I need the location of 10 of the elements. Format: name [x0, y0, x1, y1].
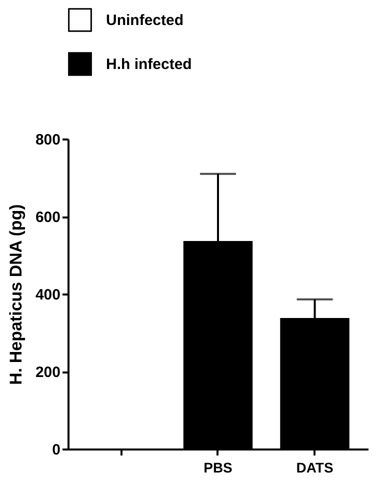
y-tick-label: 200 — [35, 364, 60, 381]
y-tick-label: 800 — [35, 132, 60, 148]
y-tick-label: 600 — [35, 209, 60, 226]
y-tick-label: 0 — [52, 442, 60, 458]
y-tick-label: 400 — [35, 286, 60, 304]
x-tick-label: DATS — [296, 460, 334, 476]
x-tick-label: PBS — [204, 460, 232, 476]
legend-label: H.h infected — [106, 56, 192, 73]
y-axis-title: H. Hepaticus DNA (pg) — [6, 204, 26, 385]
legend-label: Uninfected — [106, 12, 184, 29]
